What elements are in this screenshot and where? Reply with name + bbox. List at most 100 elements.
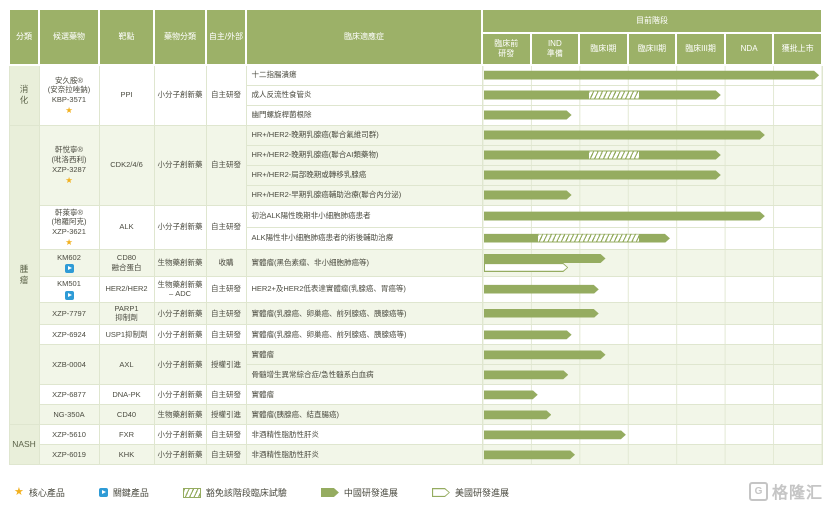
drug-class: 小分子創新藥 [153, 344, 207, 386]
col-header-drug-class: 藥物分類 [153, 8, 207, 66]
progress-chart [483, 425, 822, 444]
core-product-star-icon: ★ [65, 104, 73, 115]
drug-name: XZP-7797 [52, 308, 86, 318]
drug-candidate: XZP-6924 [38, 324, 100, 346]
drug-source: 收購 [205, 248, 247, 277]
stage-chart-cell [481, 226, 823, 250]
stage-chart-cell [481, 204, 823, 228]
progress-chart [483, 66, 822, 85]
drug-class: 生物藥創新藥 [153, 404, 207, 426]
drug-candidate: NG-350A [38, 404, 100, 426]
pipeline-row: NASH XZP-5610 FXR 小分子創新藥 自主研發 非酒精性脂肪性肝炎 [8, 424, 823, 466]
indication-label: HR+/HER2-晚期乳腺癌(聯合AI類藥物) [245, 144, 483, 166]
bar-segment-solid [484, 191, 572, 200]
drug-name: KM602 [57, 252, 81, 262]
progress-chart [483, 206, 822, 227]
pipeline-row: 軒萊寧® (地羅阿克) XZP-3621 ★ ALK 小分子創新藥 自主研發 初治ALK陽… [9, 204, 823, 250]
core-product-star-icon: ★ [65, 174, 73, 185]
stage-header-phase1: 臨床I期 [578, 32, 629, 66]
drug-source: 自主研發 [205, 301, 247, 326]
progress-chart [483, 126, 822, 145]
progress-chart [483, 365, 822, 384]
indication-label: 實體瘤 [245, 344, 483, 366]
category-label: 腫 瘤 [8, 124, 40, 426]
progress-chart [483, 166, 822, 185]
bar-segment-solid [484, 309, 599, 318]
drug-source: 自主研發 [205, 275, 247, 303]
progress-chart [483, 325, 822, 344]
legend-item-key-product: 關鍵產品 [98, 486, 149, 499]
col-header-indication: 臨床適應症 [245, 8, 483, 66]
drug-candidate: XZP-5610 [38, 424, 100, 446]
bar-segment-solid [484, 234, 538, 243]
indication-label: HR+/HER2-早期乳腺癌輔助治療(聯合內分泌) [245, 184, 483, 206]
progress-chart [483, 445, 822, 464]
china-progress-bar [484, 430, 626, 439]
indication-label: ALK陽性非小細胞肺癌患者的術後輔助治療 [245, 226, 483, 250]
key-product-icon [64, 290, 74, 300]
bar-segment-solid [639, 91, 720, 100]
stage-chart-cell [481, 275, 823, 303]
stage-chart-cell [481, 444, 823, 466]
drug-source: 自主研發 [205, 204, 247, 250]
watermark-gelonghui: G 格隆汇 [748, 479, 823, 503]
drug-class: 小分子創新藥 [153, 64, 207, 126]
legend-label-key-product: 關鍵產品 [112, 488, 149, 498]
us-progress-arrow-icon [432, 488, 450, 497]
indication-label: 實體瘤(胰腺癌、結直腸癌) [245, 404, 483, 426]
stage-header-nda: NDA [723, 32, 775, 66]
drug-class: 小分子創新藥 [153, 444, 207, 466]
stage-header-preclinical: 臨床前 研發 [481, 32, 532, 66]
drug-name: 軒萊寧® (地羅阿克) XZP-3621 [51, 207, 87, 237]
drug-candidate: XZB-0004 [38, 344, 100, 386]
drug-class: 小分子創新藥 [153, 384, 207, 406]
china-progress-bar [484, 234, 670, 243]
stage-chart-cell [481, 104, 823, 126]
progress-chart [483, 405, 822, 424]
china-progress-bar [484, 285, 599, 294]
indication-label: HER2+及HER2低表達實體瘤(乳腺癌、胃癌等) [245, 275, 483, 303]
drug-name: KM501 [57, 278, 81, 288]
indication-label: 初治ALK陽性晚期非小細胞肺癌患者 [245, 204, 483, 228]
legend: ★ 核心產品 關鍵產品 豁免該階段臨床試驗 中國研發進展 美國研發進展 [14, 486, 509, 499]
stage-chart-cell [481, 384, 823, 406]
key-product-icon [64, 264, 74, 274]
drug-name: XZP-6019 [52, 449, 86, 459]
legend-item-exempt: 豁免該階段臨床試驗 [182, 486, 287, 499]
bar-segment-solid [484, 370, 569, 379]
drug-target: CDK2/4/6 [98, 124, 155, 206]
legend-label-exempt: 豁免該階段臨床試驗 [205, 488, 287, 498]
header-row-2: 臨床前 研發 IND 準備 臨床I期 臨床II期 臨床III期 NDA 獲批上市 [9, 32, 823, 66]
drug-target: HER2/HER2 [98, 275, 155, 303]
drug-class: 生物藥創新藥 – ADC [153, 275, 207, 303]
indication-label: 非酒精性脂肪性肝炎 [245, 444, 483, 466]
drug-target: FXR [98, 424, 155, 446]
progress-chart [483, 250, 822, 276]
drug-target: KHK [98, 444, 155, 466]
bar-segment-solid [484, 410, 552, 419]
drug-source: 授權引進 [205, 344, 247, 386]
progress-chart [483, 303, 822, 325]
bar-segment-solid [484, 330, 572, 339]
drug-source: 自主研發 [205, 124, 247, 206]
progress-chart [483, 106, 822, 125]
stage-chart-cell [481, 344, 823, 366]
us-progress-bar [484, 263, 569, 272]
drug-class: 小分子創新藥 [153, 204, 207, 250]
indication-label: 骨髓增生異常綜合症/急性髓系白血病 [245, 364, 483, 386]
legend-item-core-product: ★ 核心產品 [14, 486, 65, 499]
core-product-star-icon: ★ [65, 236, 73, 247]
stage-header-phase2: 臨床II期 [626, 32, 678, 66]
star-icon: ★ [14, 486, 24, 498]
pipeline-row: KM501 HER2/HER2 生物藥創新藥 – ADC 自主研發 HER2+及HER2… [9, 275, 823, 303]
china-progress-bar [484, 410, 552, 419]
bar-segment-hatch [589, 151, 640, 160]
category-label: NASH [8, 424, 40, 466]
bar-segment-solid [639, 234, 670, 243]
pipeline-row: XZB-0004 AXL 小分子創新藥 授權引進 實體瘤 [9, 344, 823, 386]
drug-name: 軒悅寧® (吡洛西利) XZP-3287 [51, 145, 87, 174]
china-progress-bar [484, 191, 572, 200]
bar-segment-hatch [589, 91, 640, 100]
drug-class: 小分子創新藥 [153, 324, 207, 346]
bar-segment-solid [484, 390, 538, 399]
